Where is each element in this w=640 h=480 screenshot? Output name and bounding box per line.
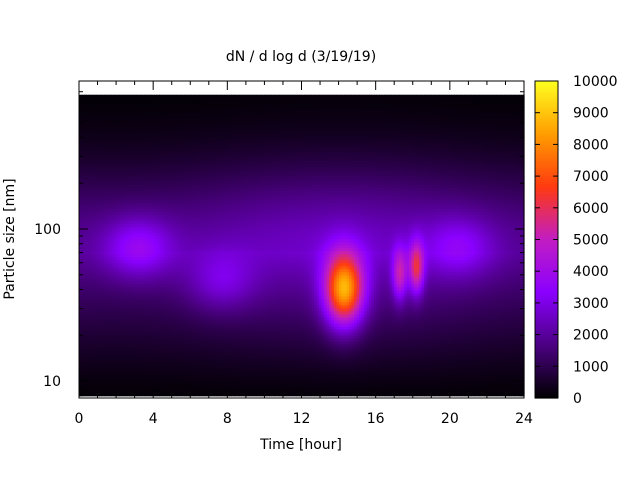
chart-title: dN / d log d (3/19/19) bbox=[226, 49, 376, 65]
heatmap bbox=[79, 95, 525, 397]
